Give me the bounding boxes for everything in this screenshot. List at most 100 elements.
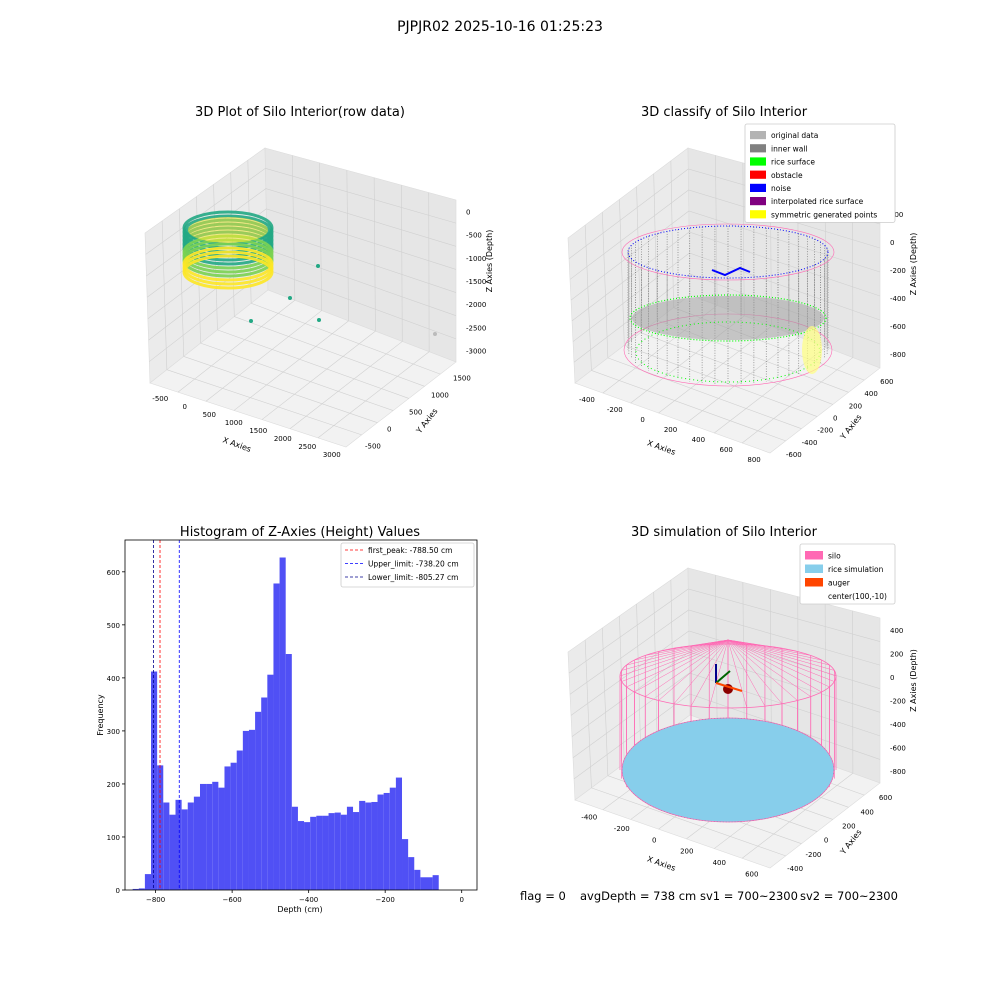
- panel-simulation-3d: 3D simulation of Silo Interior -400-2000…: [567, 525, 918, 878]
- grid-line: [742, 162, 745, 316]
- raw-ring-layer: [182, 254, 274, 290]
- histogram-bar: [408, 857, 415, 890]
- grid-line: [686, 336, 799, 424]
- silo-roof-line: [727, 639, 811, 656]
- histogram-bar: [206, 783, 213, 890]
- sv2-text: sv2 = 700~2300: [800, 889, 898, 903]
- grid-line: [217, 329, 409, 399]
- silo-roof-line: [634, 639, 729, 661]
- raw-outlier-point: [317, 318, 321, 322]
- x-tick-label: −400: [299, 896, 318, 904]
- silo-top-ring: [619, 643, 837, 709]
- grid-line: [291, 155, 296, 301]
- silo-roof-line: [709, 639, 729, 708]
- silo-roof-line: [673, 639, 729, 704]
- legend-label: original data: [771, 131, 818, 140]
- legend-patch: [750, 170, 766, 179]
- silo-roof-line: [709, 639, 729, 645]
- histogram-bar: [414, 869, 421, 890]
- y-tick-label: -200: [806, 851, 822, 859]
- histogram-bar: [316, 815, 323, 890]
- x-tick-label: 200: [680, 848, 693, 856]
- noise-ring: [627, 225, 829, 279]
- grid-line: [401, 185, 403, 342]
- legend-frame: [799, 543, 896, 605]
- histogram-bar: [242, 730, 249, 890]
- histogram-bar: [255, 711, 262, 890]
- histogram-bar: [236, 750, 243, 890]
- histogram-bar: [267, 674, 274, 890]
- grid-line: [741, 357, 854, 444]
- histogram-bar: [322, 815, 329, 890]
- legend-patch: [750, 131, 766, 140]
- y-tick-label: 500: [107, 622, 120, 630]
- y-tick-label: 400: [864, 390, 877, 398]
- x-tick-label: 500: [203, 411, 216, 419]
- rice-surface-fill: [632, 296, 824, 340]
- grid-line: [568, 588, 881, 674]
- z-axis-label: Z Axies (Depth): [485, 230, 494, 293]
- histogram-bar: [218, 787, 225, 890]
- histogram-bar: [199, 783, 207, 890]
- grid-line: [636, 186, 642, 333]
- x-tick-label: 2000: [274, 435, 292, 443]
- simulation-3d-axes: -400-2000200400600-400-20002004006004002…: [567, 567, 918, 878]
- histogram-bar: [346, 806, 354, 890]
- legend-label: center(100,-10): [828, 592, 887, 601]
- silo-roof-line: [727, 639, 747, 708]
- legend-patch: [750, 144, 766, 153]
- y-tick-label: 300: [107, 728, 120, 736]
- z-tick-label: 400: [890, 627, 903, 635]
- z-tick-label: -1500: [466, 278, 486, 286]
- histogram-bar: [175, 799, 182, 890]
- y-tick-label: 200: [107, 781, 120, 789]
- grid-line: [591, 787, 786, 857]
- grid-line: [584, 225, 592, 371]
- x-tick-label: 1500: [249, 427, 267, 435]
- histogram-bar: [291, 806, 298, 890]
- flag-text: flag = 0: [520, 889, 566, 903]
- y-tick-label: 400: [107, 675, 120, 683]
- histogram-bar: [389, 787, 396, 890]
- z-tick-label: -2500: [466, 324, 486, 332]
- grid-line: [183, 356, 378, 423]
- z-tick-label: -200: [890, 698, 906, 706]
- histogram-bar: [181, 809, 188, 890]
- histogram-bar: [193, 796, 200, 890]
- legend-patch: [750, 183, 766, 192]
- grid-line: [624, 345, 818, 417]
- x-tick-label: 600: [745, 870, 758, 878]
- histogram-bar: [212, 781, 219, 890]
- histogram-bar: [169, 814, 176, 890]
- legend-patch: [750, 197, 766, 206]
- raw-outlier-point: [316, 264, 320, 268]
- grid-line: [261, 330, 376, 420]
- silo-roof-line: [727, 639, 835, 671]
- z-axis-label: Z Axies (Depth): [909, 649, 918, 712]
- pane-floor: [149, 289, 457, 448]
- silo-roof-line: [621, 639, 729, 671]
- x-tick-label: 0: [640, 416, 644, 424]
- silo-roof-line: [727, 639, 822, 661]
- histogram-bar: [163, 802, 170, 890]
- grid-line: [653, 591, 658, 740]
- histogram-bar: [340, 814, 347, 890]
- histogram-bar: [377, 794, 384, 890]
- raw-outlier-point: [433, 332, 437, 336]
- legend-frame: [340, 542, 475, 588]
- grid-line: [289, 341, 403, 429]
- y-tick-label: 600: [880, 378, 893, 386]
- symmetric-points: [802, 326, 822, 374]
- silo-roof-line: [645, 639, 729, 656]
- histogram-bar: [248, 729, 256, 890]
- histogram-bar: [273, 583, 280, 890]
- legend-label: interpolated rice surface: [771, 197, 864, 206]
- histogram-bar: [310, 816, 317, 890]
- x-tick-label: 800: [747, 456, 760, 464]
- grid-line: [233, 320, 349, 411]
- silo-roof-line: [727, 639, 811, 697]
- y-tick-label: 200: [849, 402, 862, 410]
- y-tick-label: -600: [786, 451, 802, 459]
- y-tick-label: -200: [817, 427, 833, 435]
- grid-line: [319, 162, 323, 311]
